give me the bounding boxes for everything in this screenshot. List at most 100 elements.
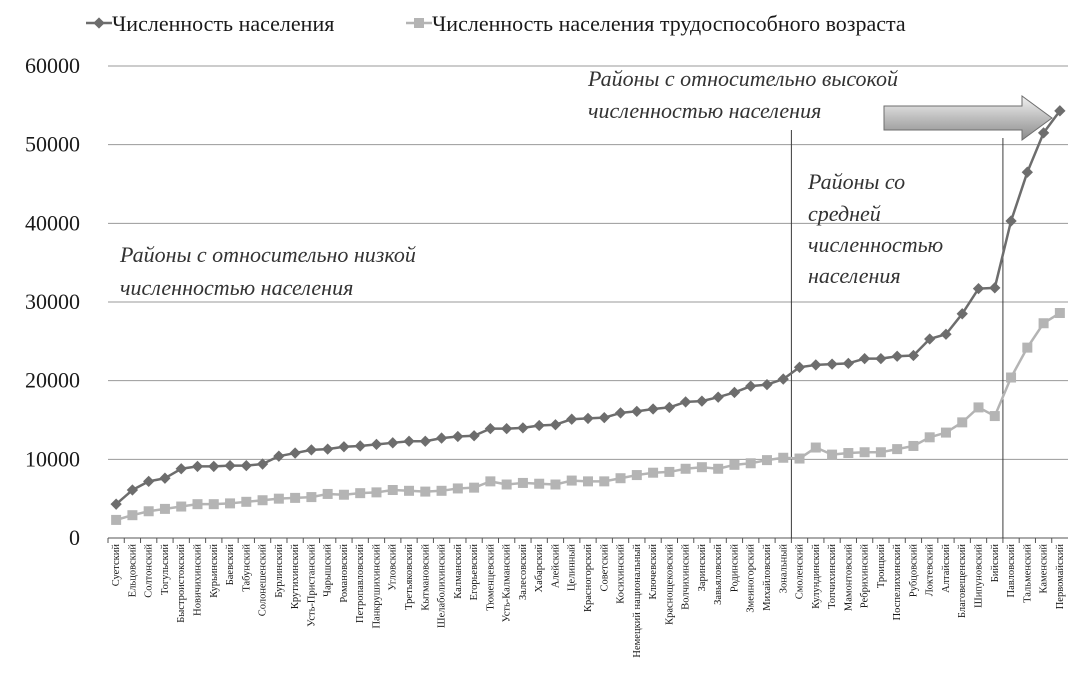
data-point xyxy=(370,438,383,451)
data-point xyxy=(126,484,139,496)
data-point xyxy=(679,396,692,408)
data-point xyxy=(728,386,741,399)
data-point xyxy=(1054,105,1066,117)
data-point xyxy=(892,444,903,455)
x-tick-label: Угловский xyxy=(388,544,399,591)
data-point xyxy=(550,479,561,490)
x-tick-label: Смоленский xyxy=(795,544,806,600)
x-tick-label: Егорьевский xyxy=(469,544,480,601)
annotation-medium-line1: Районы со xyxy=(807,169,905,194)
legend-marker-diamond xyxy=(93,17,105,29)
x-tick-label: Баевский xyxy=(225,544,236,586)
data-point xyxy=(111,514,122,525)
data-point xyxy=(354,440,366,452)
annotation-medium: Районы со средней численностью населения xyxy=(807,169,943,288)
data-point xyxy=(241,496,252,507)
data-point xyxy=(224,459,236,472)
annotation-medium-line2: средней xyxy=(808,201,881,226)
data-point xyxy=(631,405,643,418)
x-tick-label: Тогульский xyxy=(160,544,171,595)
data-point xyxy=(713,463,724,474)
legend-label-working-age: Численность населения трудоспособного во… xyxy=(432,11,906,36)
legend: Численность населения Численность населе… xyxy=(86,11,906,36)
data-point xyxy=(533,419,545,432)
x-tick-label: Топчихинский xyxy=(827,544,838,609)
x-tick-label: Локтевский xyxy=(925,544,936,597)
data-point xyxy=(875,447,886,458)
data-point xyxy=(355,488,366,499)
annotation-high-line2: численностью населения xyxy=(588,98,821,123)
x-tick-label: Усть-Пристанский xyxy=(306,544,317,627)
x-tick-label: Красногорский xyxy=(583,544,594,612)
data-point xyxy=(419,435,431,447)
data-point xyxy=(858,352,871,365)
data-point xyxy=(338,441,350,453)
y-axis: 0 10000 20000 30000 40000 50000 60000 xyxy=(25,53,1068,550)
data-point xyxy=(566,413,578,425)
data-point xyxy=(599,476,610,487)
data-point xyxy=(924,432,935,443)
y-tick-label: 20000 xyxy=(25,368,80,393)
x-tick-label: Михайловский xyxy=(762,544,773,611)
data-point xyxy=(614,407,627,419)
data-point xyxy=(305,444,318,456)
x-tick-label: Залесовский xyxy=(518,544,529,600)
data-point xyxy=(371,487,382,498)
data-point xyxy=(1037,127,1050,139)
x-tick-label: Целинный xyxy=(567,544,578,591)
x-tick-label: Суетский xyxy=(111,544,122,587)
series-working-age xyxy=(111,308,1065,525)
x-tick-label: Волчихинский xyxy=(681,544,692,610)
data-point xyxy=(908,440,919,451)
data-point xyxy=(826,358,838,370)
x-tick-label: Краснощековский xyxy=(664,544,675,625)
data-point xyxy=(989,411,1000,422)
x-tick-label: Благовещенский xyxy=(957,544,968,618)
data-point xyxy=(192,499,203,510)
x-tick-label: Шелаболихинский xyxy=(437,544,448,628)
data-point xyxy=(680,463,691,474)
x-tick-label: Крутихинский xyxy=(290,544,301,609)
x-tick-label: Бурлинский xyxy=(274,544,285,598)
annotation-low-line1: Районы с относительно низкой xyxy=(119,242,416,267)
data-point xyxy=(598,411,610,424)
x-tick-label: Каменский xyxy=(1039,544,1050,594)
x-tick-label: Тальменский xyxy=(1022,544,1033,603)
y-tick-label: 30000 xyxy=(25,289,80,314)
data-point xyxy=(452,430,464,443)
data-point xyxy=(257,495,268,506)
x-tick-label: Солонешенский xyxy=(258,544,269,617)
data-point xyxy=(273,450,285,462)
data-point xyxy=(501,479,512,490)
annotation-high-line1: Районы с относительно высокой xyxy=(587,66,898,91)
x-tick-label: Бийский xyxy=(990,544,1001,583)
data-point xyxy=(972,282,985,295)
data-point xyxy=(534,478,545,489)
data-point xyxy=(176,501,187,512)
data-point xyxy=(469,482,480,493)
x-tick-label: Петропавловский xyxy=(355,544,366,623)
x-tick-label: Завьяловский xyxy=(713,544,724,605)
data-point xyxy=(500,422,513,435)
x-axis: Суетский Ельцовский Солтонский Тогульский Бы… xyxy=(107,538,1066,658)
data-point xyxy=(843,448,854,459)
data-point xyxy=(387,437,399,449)
data-point xyxy=(256,458,269,470)
data-point xyxy=(696,395,708,407)
x-tick-label: Солтонский xyxy=(144,544,155,598)
data-point xyxy=(842,357,854,370)
data-point xyxy=(484,422,497,435)
x-tick-label: Павловский xyxy=(1006,544,1017,598)
y-tick-label: 50000 xyxy=(25,132,80,157)
data-point xyxy=(793,361,806,373)
data-point xyxy=(859,447,870,458)
data-point xyxy=(143,475,155,488)
x-tick-label: Ребрихинский xyxy=(860,544,871,608)
data-point xyxy=(810,359,822,371)
x-tick-label: Романовский xyxy=(339,544,350,603)
data-point xyxy=(208,460,220,473)
data-point xyxy=(403,435,415,447)
data-point xyxy=(663,401,676,414)
x-tick-label: Зональный xyxy=(778,544,789,594)
